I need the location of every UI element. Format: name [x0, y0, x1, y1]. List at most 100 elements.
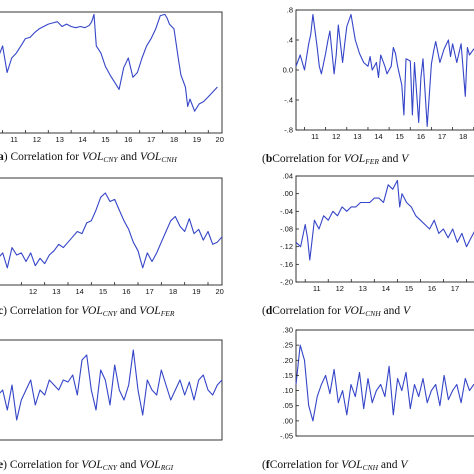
caption-d: (dCorrelation for VOLCNH and V [262, 305, 412, 318]
x-tick-label-b-16: 16 [417, 132, 425, 141]
x-tick-label-a-19: 19 [193, 135, 201, 144]
caption-b: (bCorrelation for VOLFER and V [262, 153, 410, 166]
x-tick-label-d-15: 15 [405, 284, 413, 293]
caption-e: e) Correlation for VOLCNY and VOLRGI [0, 459, 174, 472]
series-line-f [295, 344, 474, 422]
caption-tag-b: b [266, 153, 272, 165]
y-tick-label-b-2: 0.0 [283, 66, 293, 75]
plot-frame-c [0, 177, 223, 286]
x-tick-label-a-17: 17 [147, 135, 155, 144]
caption-var1-b: VOL [344, 153, 365, 165]
caption-sub2-a: CNH [161, 155, 177, 164]
x-tick-label-a-14: 14 [78, 135, 86, 144]
caption-sub1-c: CNY [103, 309, 118, 318]
caption-joiner-d: and [381, 305, 403, 317]
caption-prefix-b: Correlation for [272, 153, 344, 165]
caption-var2-e: VOL [139, 459, 160, 471]
y-tick-label-b-0: .8 [287, 6, 293, 15]
caption-tag-a: a [0, 151, 4, 163]
x-tick-label-b-12: 12 [332, 132, 340, 141]
y-tick-label-f-2: .20 [283, 356, 293, 365]
caption-sub1-d: CNH [365, 309, 381, 318]
caption-joiner-e: and [117, 459, 139, 471]
caption-joiner-a: and [118, 151, 140, 163]
y-tick-label-d-2: -.04 [280, 207, 293, 216]
series-line-d [295, 179, 474, 261]
caption-var1-f: VOL [341, 459, 362, 471]
caption-prefix-a: ) Correlation for [4, 151, 82, 163]
x-tick-label-c-15: 15 [99, 287, 107, 296]
x-tick-label-b-18: 18 [459, 132, 467, 141]
x-tick-label-d-12: 12 [336, 284, 344, 293]
caption-sub1-e: CNY [103, 463, 118, 472]
series-line-a [0, 13, 218, 112]
x-tick-label-d-13: 13 [359, 284, 367, 293]
caption-sub2-e: RGI [160, 463, 174, 472]
y-tick-label-f-7: -.05 [280, 432, 293, 441]
caption-sub1-f: CNH [363, 463, 379, 472]
x-tick-label-a-12: 12 [33, 135, 41, 144]
x-tick-label-a-16: 16 [124, 135, 132, 144]
panel-a: 11 12 13 14 15 16 17 18 19 20 a) Correlation for V… [0, 11, 224, 164]
y-tick-label-d-4: -.12 [280, 242, 293, 251]
y-tick-label-f-6: .00 [283, 416, 293, 425]
caption-prefix-d: Correlation for [272, 305, 344, 317]
x-tick-label-a-18: 18 [170, 135, 178, 144]
caption-joiner-f: and [378, 459, 400, 471]
x-tick-label-c-19: 19 [192, 287, 200, 296]
x-tick-label-d-14: 14 [382, 284, 390, 293]
y-tick-label-b-4: -.8 [284, 126, 293, 135]
y-tick-label-b-1: .4 [287, 36, 293, 45]
caption-prefix-e: ) Correlation for [3, 459, 81, 471]
x-tick-label-a-11: 11 [10, 135, 18, 144]
caption-c: c) Correlation for VOLCNY and VOLFER [0, 305, 175, 318]
x-tick-label-b-17: 17 [438, 132, 446, 141]
x-tick-label-d-11: 11 [313, 284, 321, 293]
caption-tag-c: c [0, 305, 3, 317]
x-tick-label-b-11: 11 [311, 132, 319, 141]
x-tick-label-a-13: 13 [56, 135, 64, 144]
series-line-c [0, 192, 223, 269]
caption-tag-d: d [266, 305, 273, 317]
x-tick-label-a-15: 15 [101, 135, 109, 144]
panel-c: 12 13 14 15 16 17 18 19 20 c) Correlation for VOL… [0, 177, 224, 318]
caption-joiner-b: and [379, 153, 401, 165]
caption-prefix-f: Correlation for [270, 459, 342, 471]
y-tick-label-f-3: .15 [283, 371, 293, 380]
caption-sub1-b: FER [364, 157, 379, 166]
y-tick-label-f-5: .05 [283, 401, 293, 410]
plot-frame-e [0, 339, 223, 441]
x-tick-label-c-17: 17 [145, 287, 153, 296]
x-tick-label-d-17: 17 [451, 284, 459, 293]
caption-var2-a: VOL [140, 151, 161, 163]
y-tick-label-d-0: .04 [283, 172, 293, 181]
caption-var2-d: V [403, 305, 412, 317]
plot-frame-f [295, 329, 474, 437]
x-tick-label-b-14: 14 [374, 132, 382, 141]
y-tick-label-d-6: -.20 [280, 278, 293, 287]
x-tick-label-c-12: 12 [29, 287, 37, 296]
x-tick-label-a-20: 20 [216, 135, 224, 144]
caption-var2-b: V [401, 153, 410, 165]
caption-tag-f: f [266, 459, 270, 471]
caption-prefix-c: ) Correlation for [3, 305, 81, 317]
y-tick-label-d-3: -.08 [280, 225, 293, 234]
y-tick-label-f-1: .25 [283, 341, 293, 350]
series-line-b [295, 13, 474, 127]
caption-paren-d: ( [262, 305, 266, 317]
x-tick-label-c-14: 14 [75, 287, 83, 296]
series-line-e [0, 349, 223, 421]
y-tick-label-f-4: .10 [283, 386, 293, 395]
plot-frame-a [0, 11, 223, 134]
caption-var1-d: VOL [344, 305, 365, 317]
caption-var1-c: VOL [81, 305, 102, 317]
x-tick-label-c-20: 20 [215, 287, 223, 296]
panel-d: 1112131415161718.04.00-.04-.08-.12-.16-.… [262, 172, 474, 318]
caption-a: a) Correlation for VOLCNY and VOLCNH [0, 151, 177, 164]
caption-var1-a: VOL [82, 151, 103, 163]
y-tick-label-b-3: -.4 [284, 96, 293, 105]
plot-frame-d [295, 175, 474, 283]
panels-layer: 11 12 13 14 15 16 17 18 19 20a) Correlation for V… [0, 6, 474, 472]
panel-b: 111213141516171819.8.40.0-.4-.8(bCorrela… [262, 6, 474, 166]
caption-sub1-a: CNY [103, 155, 118, 164]
